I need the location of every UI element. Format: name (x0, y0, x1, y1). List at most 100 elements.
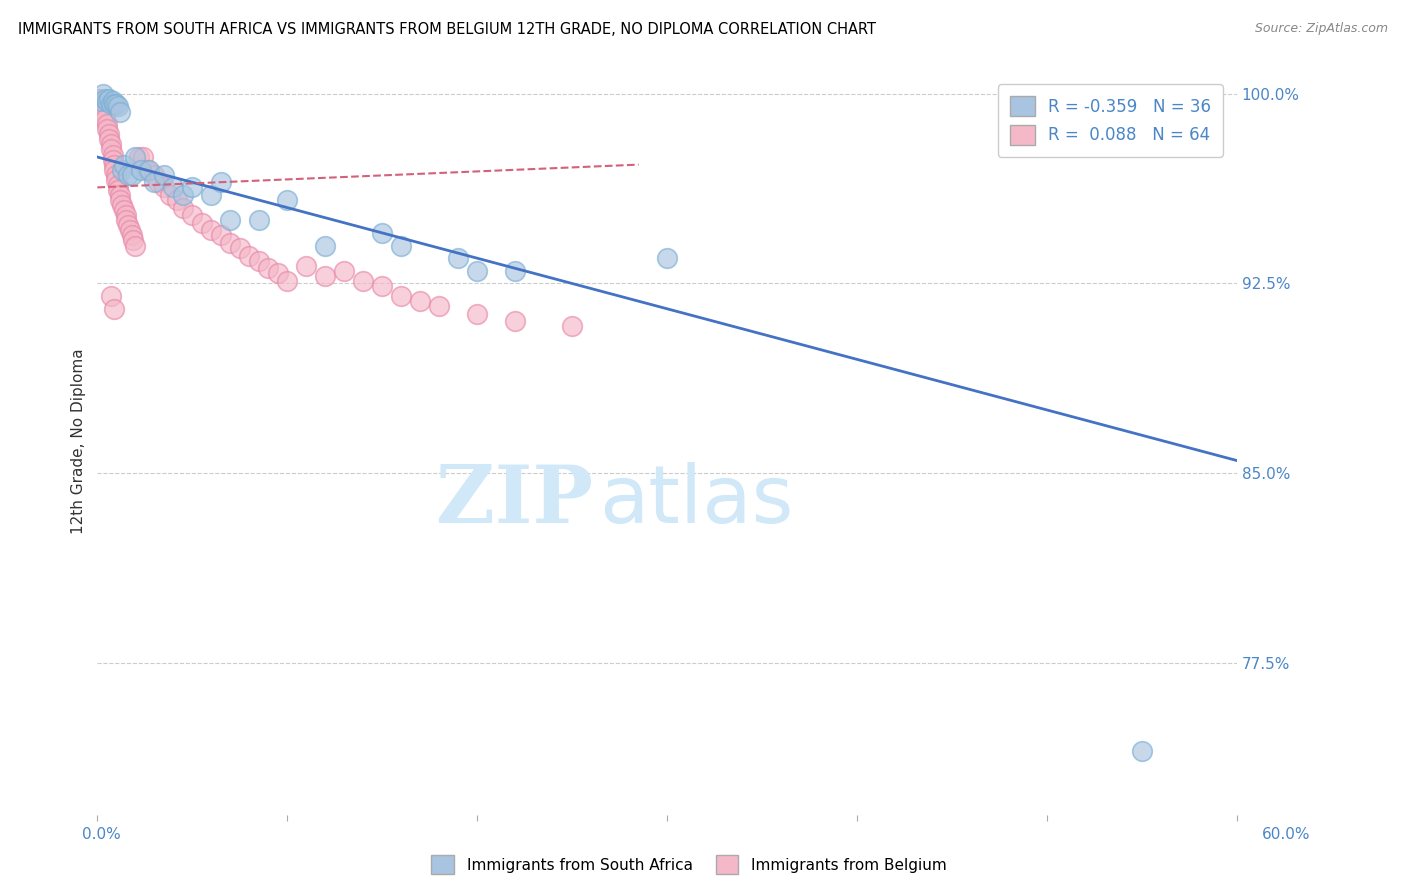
Point (108, 104, 131, 119)
Point (166, 193, 188, 207)
Point (112, 158, 135, 172)
Point (153, 180, 176, 194)
Point (465, 264, 488, 278)
Point (124, 238, 146, 252)
Point (257, 261, 280, 276)
Point (1130, 744, 1153, 758)
Point (100, 137, 122, 152)
Point (90, 95, 112, 109)
Text: IMMIGRANTS FROM SOUTH AFRICA VS IMMIGRANTS FROM BELGIUM 12TH GRADE, NO DIPLOMA C: IMMIGRANTS FROM SOUTH AFRICA VS IMMIGRAN… (18, 22, 876, 37)
Point (314, 238, 336, 252)
Text: atlas: atlas (599, 462, 793, 541)
Point (172, 188, 194, 202)
Point (135, 162, 157, 177)
Point (181, 180, 204, 194)
Point (561, 319, 583, 334)
Point (247, 253, 270, 268)
Point (655, 251, 678, 265)
Point (209, 175, 232, 189)
Text: 0.0%: 0.0% (82, 827, 121, 842)
Point (333, 264, 356, 278)
Point (111, 198, 134, 212)
Point (219, 235, 242, 250)
Point (97, 132, 120, 146)
Point (103, 158, 125, 172)
Point (86, 99, 108, 113)
Point (181, 208, 204, 222)
Point (96, 95, 118, 109)
Point (105, 97, 128, 112)
Point (94, 112, 117, 127)
Point (100, 143, 122, 157)
Point (103, 97, 125, 112)
Point (89, 92, 111, 106)
Legend: Immigrants from South Africa, Immigrants from Belgium: Immigrants from South Africa, Immigrants… (426, 849, 952, 880)
Point (447, 251, 470, 265)
Point (352, 274, 374, 288)
Point (118, 223, 141, 237)
Point (143, 168, 166, 182)
Point (97, 92, 120, 106)
Point (465, 307, 488, 321)
Point (371, 226, 394, 240)
Point (124, 150, 146, 164)
Point (371, 279, 394, 293)
Text: ZIP: ZIP (436, 462, 593, 541)
Point (146, 175, 169, 189)
Y-axis label: 12th Grade, No Diploma: 12th Grade, No Diploma (72, 349, 86, 534)
Point (103, 162, 125, 177)
Point (138, 162, 160, 177)
Point (229, 241, 252, 255)
Point (238, 249, 260, 263)
Point (191, 216, 214, 230)
Text: Source: ZipAtlas.com: Source: ZipAtlas.com (1254, 22, 1388, 36)
Point (128, 150, 150, 164)
Point (267, 266, 290, 280)
Point (200, 188, 222, 202)
Point (209, 228, 232, 243)
Point (172, 201, 194, 215)
Point (101, 95, 124, 109)
Point (409, 294, 432, 309)
Point (114, 208, 136, 222)
Point (121, 168, 143, 182)
Point (153, 168, 176, 182)
Point (389, 289, 412, 303)
Point (117, 219, 139, 233)
Point (503, 314, 526, 328)
Point (114, 213, 136, 227)
Point (129, 162, 152, 177)
Point (121, 228, 143, 243)
Point (108, 193, 131, 207)
Point (100, 97, 122, 112)
Point (219, 213, 242, 227)
Point (276, 274, 298, 288)
Point (117, 168, 139, 182)
Point (107, 99, 129, 113)
Point (91, 87, 114, 101)
Point (389, 238, 412, 252)
Point (96, 117, 118, 131)
Point (91, 102, 114, 116)
Point (94, 92, 117, 106)
Point (295, 259, 318, 273)
Point (108, 188, 131, 202)
Point (132, 150, 155, 164)
Point (427, 299, 450, 313)
Point (107, 178, 129, 192)
Point (143, 175, 166, 189)
Legend: R = -0.359   N = 36, R =  0.088   N = 64: R = -0.359 N = 36, R = 0.088 N = 64 (998, 85, 1223, 157)
Point (105, 173, 128, 187)
Point (314, 268, 336, 283)
Point (111, 162, 134, 177)
Point (162, 180, 184, 194)
Point (94, 107, 117, 121)
Point (247, 213, 270, 227)
Point (96, 122, 118, 136)
Point (112, 203, 135, 218)
Point (105, 168, 128, 182)
Point (101, 147, 124, 161)
Point (97, 128, 120, 142)
Point (100, 289, 122, 303)
Point (200, 223, 222, 237)
